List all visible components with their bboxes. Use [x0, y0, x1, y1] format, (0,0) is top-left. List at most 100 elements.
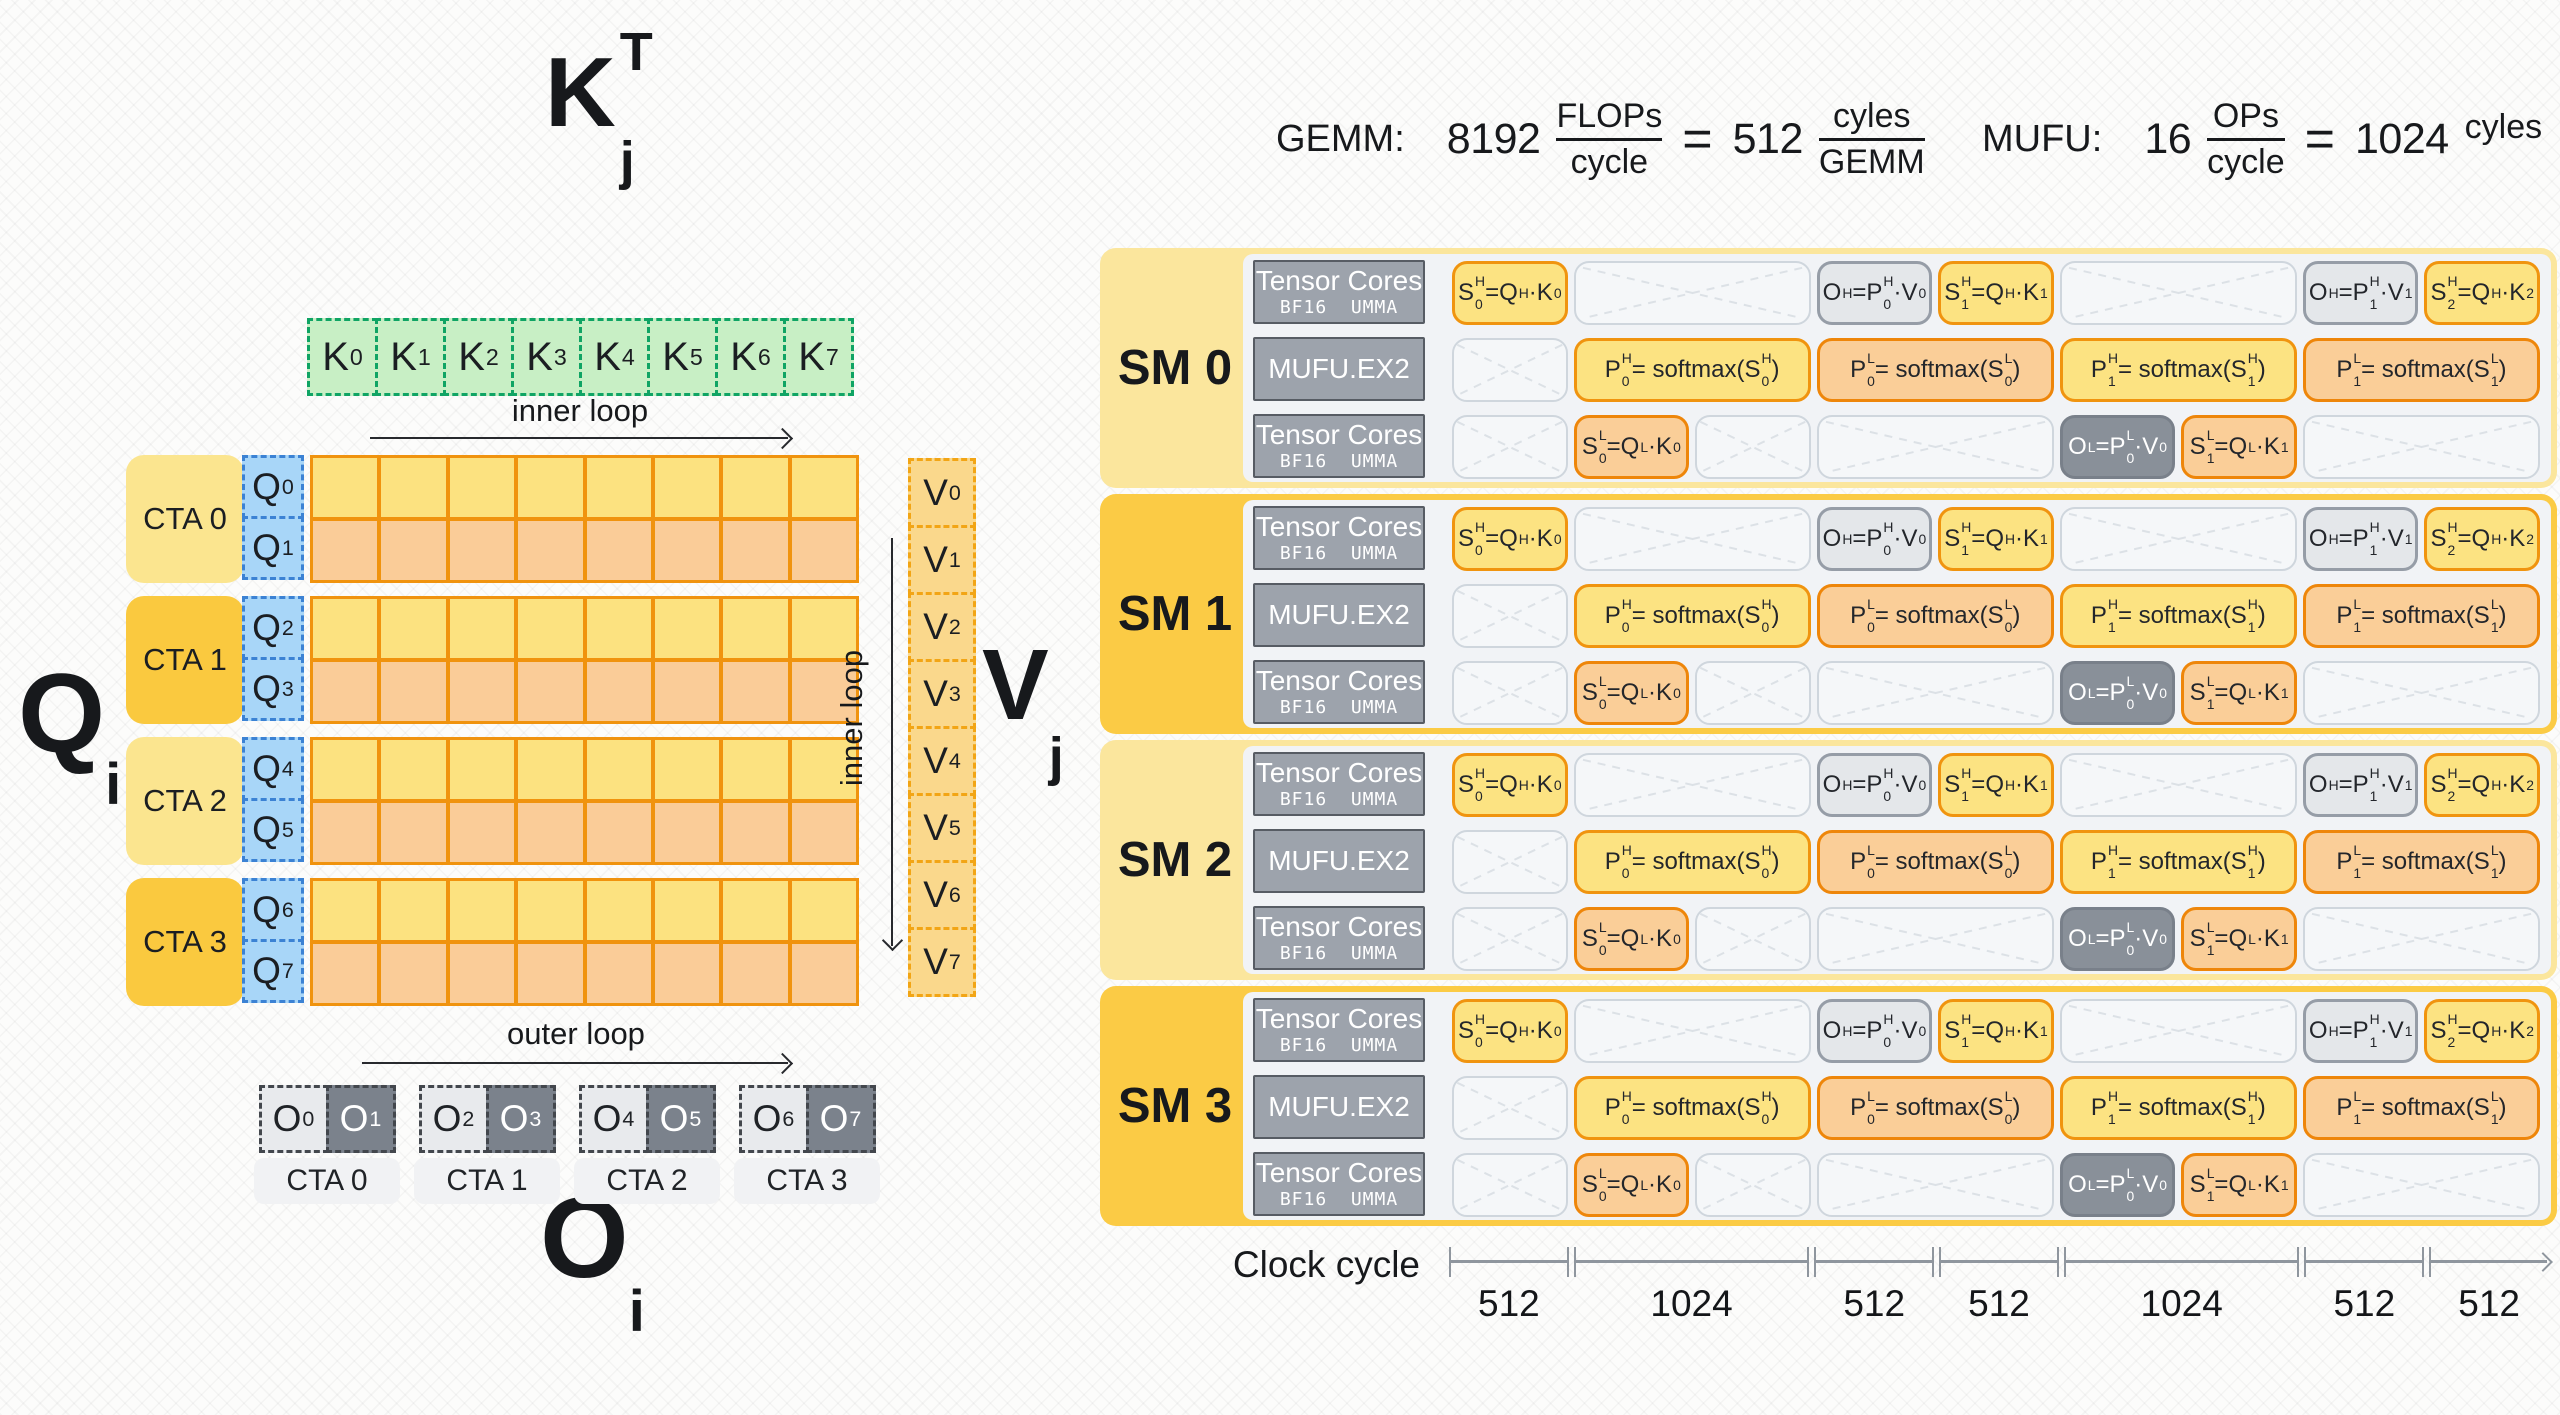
lane-label-tensor-cores: Tensor Cores BF16 UMMA [1253, 1152, 1425, 1216]
v-title-base: V [982, 629, 1049, 741]
matrix-cell [516, 801, 585, 864]
v-title-subscript: j [1048, 727, 1064, 788]
lane-label-mufu: MUFU.EX2 [1253, 583, 1425, 647]
idle-slot [2300, 1150, 2543, 1220]
matrix-cell [379, 597, 448, 660]
cta-chip-1: CTA 1 [126, 596, 244, 724]
sm-panel-0: SM 0 Tensor Cores BF16 UMMA S H 0 = Q H · K 0 O H =… [1100, 248, 2557, 488]
idle-slot [1571, 504, 1814, 574]
cta-chip-3: CTA 3 [126, 878, 244, 1006]
matrix-cell [584, 660, 653, 723]
matrix-cell [652, 597, 722, 660]
o-title-subscript: i [628, 1279, 645, 1345]
idle-slot [1814, 412, 2057, 482]
idle-slot [1449, 904, 1571, 974]
matrix-cell [789, 519, 858, 582]
clock-segment-0: 512 [1449, 1247, 1569, 1324]
matrix-cell [379, 738, 448, 801]
matrix-band-2 [310, 737, 859, 865]
idle-slot [2057, 258, 2300, 328]
idle-slot [1449, 412, 1571, 482]
clock-value-5: 512 [2333, 1283, 2396, 1324]
o-group-0: O 0 O 1 CTA 0 [254, 1085, 400, 1204]
idle-slot [2300, 904, 2543, 974]
clock-arrowhead [2533, 1252, 2553, 1272]
o-cta-label-0: CTA 0 [254, 1158, 400, 1204]
matrix-cell [584, 519, 653, 582]
clock-value-0: 512 [1478, 1283, 1540, 1324]
clock-value-4: 1024 [2140, 1283, 2223, 1324]
fraction-denominator: GEMM [1818, 142, 1925, 181]
matrix-cell [652, 879, 722, 942]
idle-slot [1692, 658, 1814, 728]
fraction-numerator: cyles [1833, 96, 1911, 135]
idle-slot [1449, 581, 1571, 651]
idle-slot [1814, 1150, 2057, 1220]
fraction-bar [1818, 137, 1925, 141]
matrix-cell [379, 456, 448, 519]
lane-label-mufu: MUFU.EX2 [1253, 337, 1425, 401]
inner-loop-vertical-arrow [881, 538, 904, 952]
gemm-fraction-cycles-gemm: cyles GEMM [1818, 96, 1925, 181]
lane-label-tensor-cores: Tensor Cores BF16 UMMA [1253, 414, 1425, 478]
sm-name-0: SM 0 [1117, 341, 1233, 395]
matrix-cell [311, 801, 380, 864]
idle-slot [1692, 904, 1814, 974]
mufu-formula: MUFU: 16 OPs cycle = 1024 cyles [1982, 84, 2542, 194]
sm-name-1: SM 1 [1117, 587, 1233, 641]
matrix-cell [516, 738, 585, 801]
fraction-numerator: OPs [2212, 96, 2279, 135]
clock-axis: 512 1024 512 512 1024 512 512 [1449, 1247, 2553, 1324]
matrix-cell [721, 801, 790, 864]
mufu-label: MUFU: [1982, 117, 2103, 160]
k-title-base: K [545, 37, 616, 147]
q-title-subscript: i [105, 751, 122, 817]
matrix-cell [789, 801, 858, 864]
matrix-cell [516, 597, 585, 660]
matrix-cell [652, 942, 722, 1005]
